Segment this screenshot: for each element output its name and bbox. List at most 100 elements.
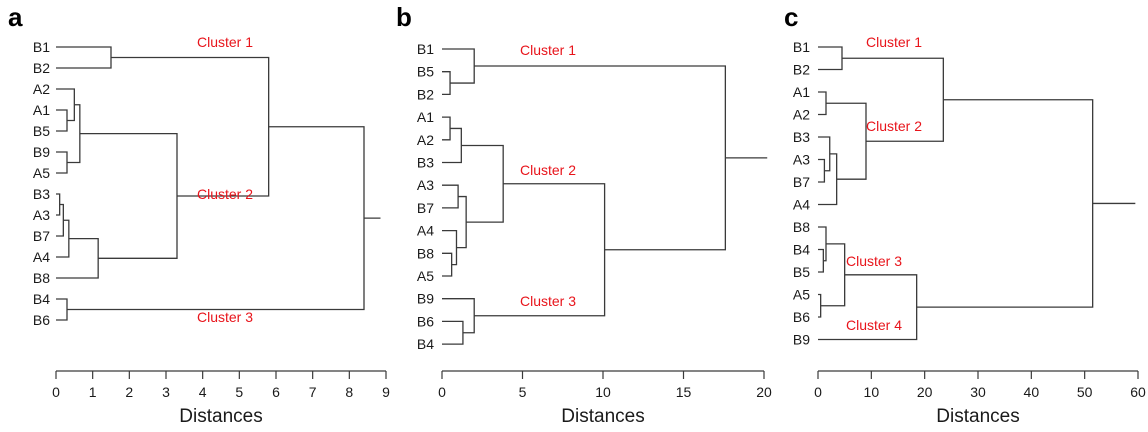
x-tick-label: 6	[272, 384, 280, 400]
dendrogram-link	[67, 104, 81, 164]
leaf-label: B2	[417, 86, 434, 102]
dendrogram-link	[442, 48, 475, 84]
leaf-label: B6	[793, 309, 810, 325]
panel-label-b: b	[396, 2, 412, 32]
dendrogram-link	[56, 203, 64, 237]
leaf-label: B4	[417, 336, 434, 352]
leaf-label: B9	[33, 144, 50, 160]
dendrogram-link	[818, 158, 826, 183]
leaf-label: B4	[793, 242, 810, 258]
x-tick-label: 8	[345, 384, 353, 400]
leaf-label: A1	[417, 109, 434, 125]
dendrogram-link	[56, 46, 112, 69]
x-tick-label: 60	[1130, 384, 1146, 400]
leaf-label: A5	[793, 287, 810, 303]
x-tick-label: 50	[1077, 384, 1093, 400]
leaf-label: B6	[417, 313, 434, 329]
panel-c: c B1 B2 A1 A2 B3 A3 B7 A4 B8 B4 B5 A5 B6 B9 0 10 20 30 40 5…	[780, 0, 1148, 432]
dendrogram-link	[456, 195, 467, 249]
dendrogram-link	[442, 252, 453, 277]
leaf-label: A4	[793, 197, 810, 213]
leaf-label: B9	[417, 291, 434, 307]
x-tick-label: 3	[162, 384, 170, 400]
cluster-label: Cluster 2	[197, 186, 253, 202]
leaf-label: B2	[33, 60, 50, 76]
dendrogram-link	[442, 71, 451, 96]
leaf-label: A5	[417, 268, 434, 284]
dendrogram-link	[442, 320, 464, 345]
dendrogram-link	[818, 91, 827, 116]
cluster-label: Cluster 3	[520, 293, 576, 309]
x-tick-label: 10	[595, 384, 611, 400]
leaf-label: A2	[33, 81, 50, 97]
leaf-label: A3	[33, 207, 50, 223]
cluster-label: Cluster 1	[520, 42, 576, 58]
leaf-label: B7	[33, 228, 50, 244]
dendrogram-link	[67, 126, 365, 311]
x-tick-label: 0	[52, 384, 60, 400]
x-tick-label: 40	[1024, 384, 1040, 400]
panel-b: b B1 B5 B2 A1 A2 B3 A3 B7 A4 B8 A5 B9 B6 B4 0 5 10 15 20 Di…	[392, 0, 780, 432]
leaf-label: A4	[33, 249, 50, 265]
leaf-label: B6	[33, 312, 50, 328]
dendrogram-link	[442, 184, 459, 209]
x-tick-label: 20	[917, 384, 933, 400]
dendrogram-link	[474, 183, 606, 317]
dendrogram-link	[818, 293, 822, 318]
x-tick-label: 1	[89, 384, 97, 400]
x-tick-label: 0	[814, 384, 822, 400]
leaf-label: B1	[417, 41, 434, 57]
dendrogram-link	[56, 193, 61, 216]
leaf-label: B1	[793, 39, 810, 55]
dendrogram-link	[474, 65, 727, 251]
x-tick-label: 5	[235, 384, 243, 400]
dendrogram-link	[56, 298, 68, 321]
leaf-label: A2	[793, 107, 810, 123]
dendrogram-link	[820, 243, 846, 307]
cluster-label: Cluster 2	[866, 118, 922, 134]
leaf-label: B4	[33, 291, 50, 307]
x-axis-title: Distances	[561, 406, 644, 427]
leaf-label: B8	[33, 270, 50, 286]
dendrogram-a: B1 B2 A2 A1 B5 B9 A5 B3 A3 B7 A4 B8 B4 B6 0 1 2 3 4 5 6 7 8 9 Di…	[33, 34, 390, 427]
x-axis-title: Distances	[179, 406, 262, 427]
leaf-label: B1	[33, 39, 50, 55]
leaf-label: B8	[417, 245, 434, 261]
dendrogram-link	[818, 248, 824, 273]
leaf-label: A1	[33, 102, 50, 118]
cluster-label: Cluster 3	[846, 253, 902, 269]
dendrogram-link	[79, 132, 178, 259]
leaf-label: A1	[793, 84, 810, 100]
dendrogram-link	[442, 298, 475, 334]
cluster-label: Cluster 1	[866, 34, 922, 50]
x-axis-title: Distances	[936, 406, 1019, 427]
dendrogram-link	[442, 127, 462, 164]
leaf-label: A3	[417, 177, 434, 193]
leaf-label: B3	[417, 155, 434, 171]
leaf-label: B9	[793, 332, 810, 348]
leaf-label: A2	[417, 132, 434, 148]
dendrogram-link	[818, 46, 843, 71]
x-tick-label: 4	[199, 384, 207, 400]
dendrogram-link	[56, 237, 99, 279]
x-tick-label: 10	[864, 384, 880, 400]
x-tick-label: 7	[309, 384, 317, 400]
leaf-label: B5	[793, 264, 810, 280]
dendrogram-link	[442, 116, 451, 141]
x-tick-label: 2	[125, 384, 133, 400]
leaf-label: B7	[793, 174, 810, 190]
panel-label-a: a	[8, 2, 23, 32]
dendrogram-link	[818, 226, 827, 262]
panel-label-c: c	[784, 2, 799, 32]
x-tick-label: 20	[756, 384, 772, 400]
x-tick-label: 0	[438, 384, 446, 400]
dendrogram-link	[842, 57, 944, 142]
dendrogram-link	[56, 151, 68, 174]
leaf-label: A5	[33, 165, 50, 181]
leaf-label: B2	[793, 62, 810, 78]
leaf-label: B5	[417, 64, 434, 80]
dendrogram-link	[818, 153, 838, 206]
dendrogram-link	[442, 229, 458, 266]
x-tick-label: 30	[970, 384, 986, 400]
dendrogram-c: B1 B2 A1 A2 B3 A3 B7 A4 B8 B4 B5 A5 B6 B9 0 10 20 30 40 50 6…	[793, 34, 1146, 427]
